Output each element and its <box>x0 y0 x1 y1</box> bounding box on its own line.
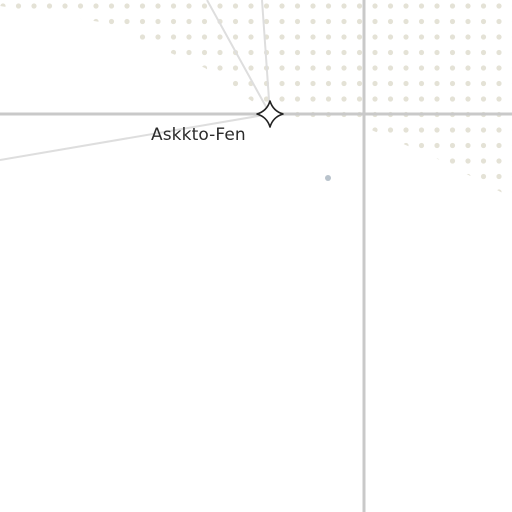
four-point-star-icon[interactable] <box>256 100 284 128</box>
minor-road <box>261 0 271 115</box>
minor-road <box>0 113 271 161</box>
poi-dot[interactable] <box>325 175 331 181</box>
place-label[interactable]: Askkto-Fen <box>151 125 246 145</box>
minor-road <box>206 0 271 115</box>
